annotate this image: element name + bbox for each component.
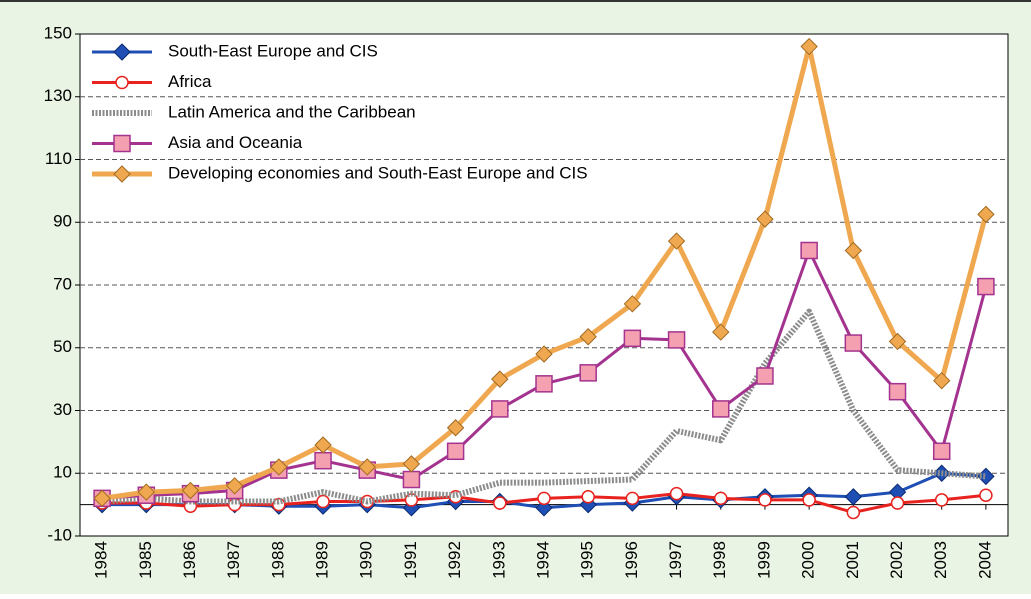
point: [314, 451, 332, 470]
point: [756, 367, 774, 385]
point: [402, 470, 421, 489]
point: [933, 371, 951, 390]
point: [137, 483, 155, 501]
point: [888, 332, 907, 351]
x-tick-label: 2002: [887, 541, 906, 579]
point: [93, 489, 111, 508]
x-tick-label: 1988: [268, 541, 287, 579]
y-tick-label: -10: [47, 525, 72, 544]
series: [101, 308, 987, 505]
legend-label: South-East Europe and CIS: [168, 41, 378, 60]
y-tick-label: 150: [44, 23, 72, 42]
x-tick-label: 1993: [489, 541, 508, 579]
point: [934, 493, 949, 507]
point: [667, 232, 686, 250]
y-tick-label: 130: [44, 86, 72, 105]
x-tick-label: 1986: [180, 541, 199, 579]
point: [888, 382, 907, 401]
x-tick-label: 1984: [92, 541, 111, 579]
point: [493, 496, 507, 510]
x-tick-label: 1991: [401, 541, 420, 579]
x-tick-label: 1990: [357, 541, 376, 579]
x-tick-label: 2000: [799, 541, 818, 579]
point: [225, 477, 244, 495]
point: [932, 442, 951, 461]
point: [800, 241, 818, 260]
point: [491, 400, 509, 418]
x-tick-label: 1997: [666, 541, 685, 579]
y-tick-label: 50: [53, 337, 72, 356]
x-tick-label: 2001: [843, 541, 862, 579]
point: [625, 491, 640, 506]
point: [712, 400, 730, 418]
y-tick-label: 70: [53, 274, 72, 293]
point: [402, 455, 421, 473]
point: [979, 488, 993, 502]
point: [316, 494, 330, 509]
point: [844, 488, 863, 506]
point: [446, 419, 465, 437]
point: [579, 328, 597, 346]
point: [446, 442, 465, 461]
x-tick-label: 1999: [754, 541, 773, 579]
point: [800, 37, 818, 56]
point: [113, 134, 131, 153]
point: [314, 436, 332, 454]
point: [712, 323, 730, 341]
point: [844, 241, 863, 260]
point: [181, 481, 200, 500]
point: [579, 364, 597, 382]
x-tick-label: 1994: [533, 541, 552, 579]
point: [667, 331, 686, 349]
point: [890, 496, 905, 510]
point: [535, 345, 553, 363]
x-tick-label: 2004: [975, 541, 994, 579]
x-tick-label: 2003: [931, 541, 950, 579]
point: [669, 486, 684, 501]
point: [270, 458, 288, 476]
point: [844, 334, 863, 352]
point: [756, 210, 774, 228]
series-line: [101, 308, 987, 505]
point: [113, 165, 131, 183]
x-tick-label: 1985: [136, 541, 155, 579]
point: [802, 493, 816, 507]
x-tick-label: 1998: [710, 541, 729, 579]
point: [535, 375, 553, 393]
point: [581, 490, 595, 504]
x-tick-label: 1992: [445, 541, 464, 579]
x-tick-label: 1987: [224, 541, 243, 579]
y-tick-label: 110: [45, 149, 72, 168]
point: [623, 329, 642, 348]
y-tick-label: 90: [53, 212, 72, 231]
point: [758, 493, 772, 507]
point: [113, 43, 131, 61]
point: [846, 505, 861, 520]
point: [977, 205, 995, 224]
point: [977, 277, 995, 296]
point: [537, 491, 551, 506]
series: [95, 486, 993, 520]
legend-label: Asia and Oceania: [168, 133, 303, 152]
series: [93, 37, 995, 508]
point: [714, 491, 728, 506]
legend-label: Developing economies and South-East Euro…: [168, 163, 588, 182]
x-tick-label: 1995: [578, 541, 597, 579]
point: [623, 295, 642, 313]
point: [491, 370, 509, 388]
y-tick-label: 10: [53, 463, 72, 482]
y-tick-label: 30: [53, 400, 72, 419]
x-tick-label: 1996: [622, 541, 641, 579]
point: [358, 458, 376, 476]
legend-label: Africa: [168, 72, 212, 91]
point: [115, 75, 129, 90]
legend-label: Latin America and the Caribbean: [168, 102, 416, 121]
x-tick-label: 1989: [313, 541, 332, 579]
